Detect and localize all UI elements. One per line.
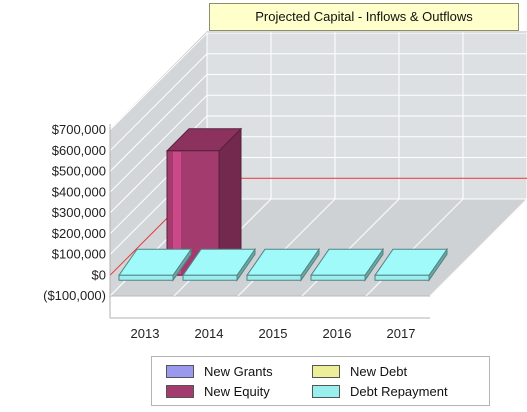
chart-title: Projected Capital - Inflows & Outflows [209,3,519,31]
bar-debt-repayment [118,247,192,282]
legend-swatch-new-debt [312,365,340,378]
y-tick-label: $600,000 [52,143,106,158]
legend: New Grants New Equity New Debt Debt Repa… [151,356,490,406]
y-tick-label: $200,000 [52,226,106,241]
y-axis-ticks: $700,000 $600,000 $500,000 $400,000 $300,000… [43,122,111,318]
x-tick-label: 2014 [195,326,224,341]
y-tick-label: $700,000 [52,122,106,137]
x-axis-ticks: 2013 2014 2015 2016 2017 [110,317,430,341]
gridline-floor [429,198,527,297]
y-tick-label: ($100,000) [43,288,106,303]
bar-debt-repayment [374,247,448,282]
bar-debt-repayment [246,247,320,282]
x-tick-label: 2013 [131,326,160,341]
legend-swatch-new-grants [166,365,194,378]
bar-front [374,274,430,281]
legend-swatch-new-equity [166,385,194,398]
bar-new-equity [165,127,243,277]
bar-front [310,274,366,281]
y-tick-label: $100,000 [52,247,106,262]
bar-front [182,274,238,281]
y-tick-label: $500,000 [52,164,106,179]
legend-label: Debt Repayment [350,384,448,399]
bar-front [246,274,302,281]
x-tick-label: 2016 [323,326,352,341]
legend-label: New Debt [350,364,408,379]
bar-highlight [173,151,181,275]
y-tick-label: $0 [92,267,106,282]
bar-debt-repayment [182,247,256,282]
bar-front [118,274,174,281]
y-tick-label: $300,000 [52,205,106,220]
x-tick-label: 2017 [387,326,416,341]
bar-debt-repayment [310,247,384,282]
bars [118,127,448,282]
y-tick-label: $400,000 [52,184,106,199]
x-tick-label: 2015 [259,326,288,341]
legend-label: New Grants [204,364,273,379]
legend-swatch-debt-repayment [312,385,340,398]
legend-label: New Equity [204,384,270,399]
